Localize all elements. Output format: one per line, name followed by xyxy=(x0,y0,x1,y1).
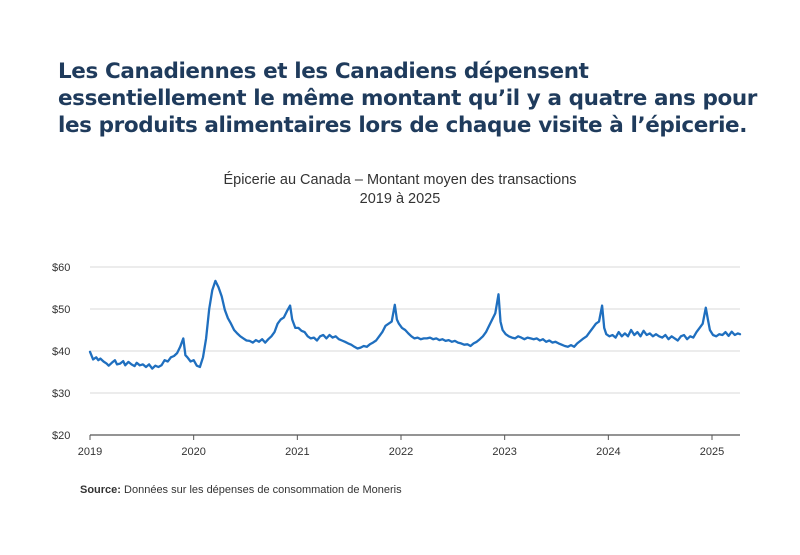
series-layer xyxy=(88,279,742,370)
axis-layer: $60 $50 $40 $30 $20 2019 2020 2021 2022 2023 2024 2… xyxy=(52,262,740,458)
y-tick-label: $20 xyxy=(52,430,70,442)
x-tick-label: 2020 xyxy=(181,446,205,458)
x-tick-label: 2024 xyxy=(596,446,620,458)
x-tick-label: 2023 xyxy=(492,446,516,458)
x-tick-label: 2019 xyxy=(78,446,102,458)
source-text: Données sur les dépenses de consommation… xyxy=(120,484,402,496)
y-tick-label: $50 xyxy=(52,304,70,316)
grid-layer xyxy=(90,266,740,394)
chart-title: Épicerie au Canada – Montant moyen des t… xyxy=(223,172,577,188)
x-tick-label: 2025 xyxy=(700,446,724,458)
headline: Les Canadiennes et les Canadiens dépense… xyxy=(58,59,757,138)
source-label: Source: xyxy=(80,484,121,496)
series-line xyxy=(88,279,742,370)
chart-subtitle: 2019 à 2025 xyxy=(359,191,441,207)
y-tick-label: $60 xyxy=(52,262,70,274)
y-tick-label: $30 xyxy=(52,388,70,400)
y-tick-label: $40 xyxy=(52,346,70,358)
chart-title-block: Épicerie au Canada – Montant moyen des t… xyxy=(0,171,800,209)
x-tick-label: 2022 xyxy=(389,446,413,458)
x-tick-label: 2021 xyxy=(285,446,309,458)
source-note: Source: Données sur les dépenses de cons… xyxy=(80,484,402,496)
